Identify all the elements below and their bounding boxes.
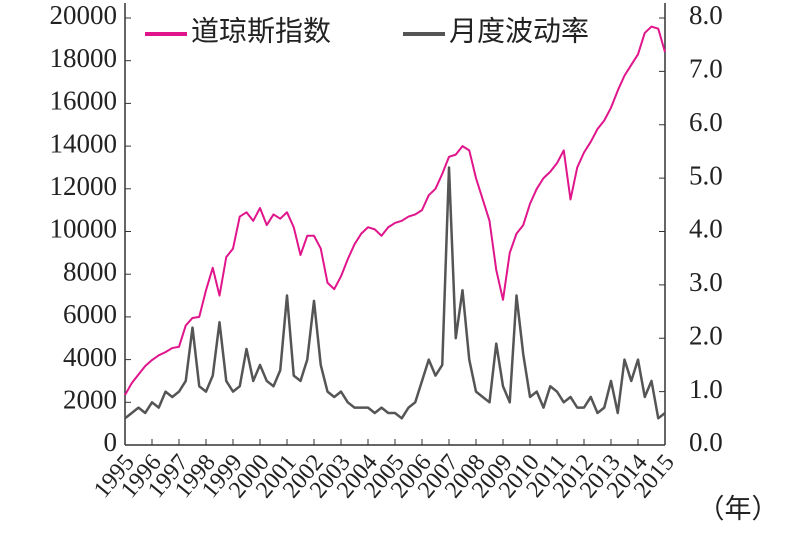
y2-tick-label: 4.0 [689, 214, 723, 244]
series-line [124, 25, 666, 396]
legend-label: 道琼斯指数 [191, 15, 331, 47]
y2-tick-label: 7.0 [689, 54, 723, 84]
y-tick-label: 4000 [63, 342, 117, 372]
legend-label: 月度波动率 [449, 15, 589, 47]
y-tick-label: 20000 [50, 0, 118, 30]
y-tick-label: 10000 [50, 214, 118, 244]
y2-tick-label: 1.0 [689, 374, 723, 404]
y2-tick-label: 0.0 [689, 427, 723, 457]
y-tick-label: 8000 [63, 256, 117, 286]
y-tick-label: 6000 [63, 299, 117, 329]
x-axis-label: （年） [698, 494, 779, 524]
y2-tick-label: 3.0 [689, 267, 723, 297]
y2-tick-label: 2.0 [689, 320, 723, 350]
y-tick-label: 16000 [50, 86, 118, 116]
y-tick-label: 2000 [63, 385, 117, 415]
y-tick-label: 14000 [50, 128, 118, 158]
y-tick-label: 0 [104, 427, 118, 457]
y-tick-label: 12000 [50, 171, 118, 201]
y-tick-label: 18000 [50, 43, 118, 73]
y2-tick-label: 8.0 [689, 0, 723, 30]
y2-tick-label: 5.0 [689, 160, 723, 190]
y2-tick-label: 6.0 [689, 107, 723, 137]
series-line [124, 166, 666, 420]
